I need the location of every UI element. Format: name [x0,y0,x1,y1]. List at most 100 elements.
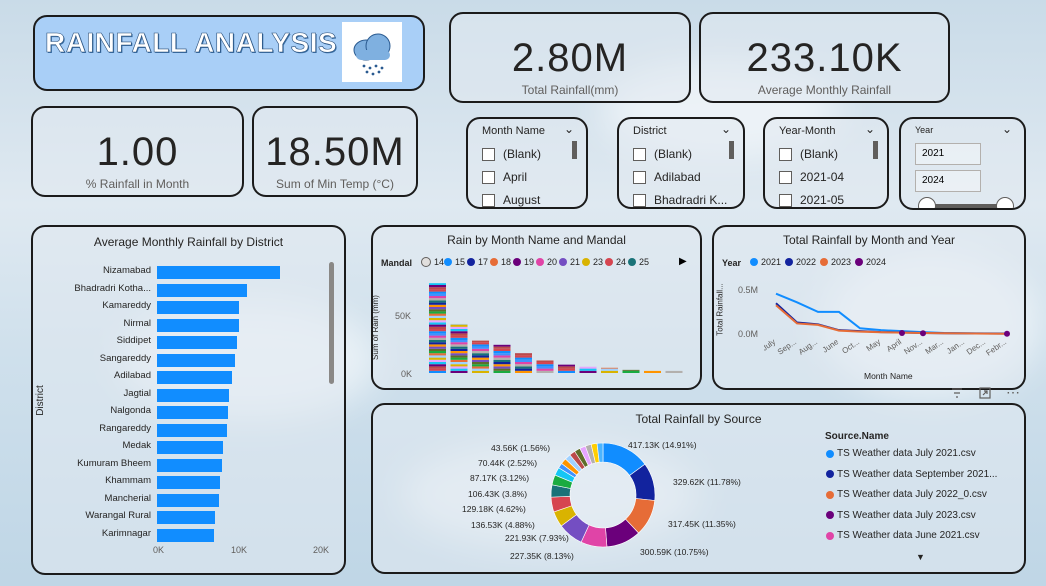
legend-item[interactable]: 15 [444,257,465,267]
stacked-bar[interactable] [558,364,575,373]
bar[interactable] [157,371,233,384]
bar[interactable] [157,476,221,489]
bar[interactable] [157,388,230,402]
legend-item[interactable]: TS Weather data July 2023.csv [826,510,976,521]
range-handle-left[interactable] [918,197,936,208]
slicer-option[interactable]: (Blank) [482,147,541,161]
range-handle-right[interactable] [996,197,1014,208]
bar[interactable] [157,406,228,419]
legend-item[interactable]: TS Weather data July 2021.csv [826,448,976,459]
checkbox[interactable] [482,193,495,207]
stacked-bar[interactable] [450,323,468,373]
slicer-month-name[interactable]: Month Name ⌄ (Blank) April August [466,117,588,209]
slicer-option[interactable]: 2021-04 [779,170,844,184]
chart-title: Total Rainfall by Month and Year [782,233,956,247]
chevron-down-icon[interactable]: ⌄ [563,122,574,136]
chart-title: Total Rainfall by Source [635,412,762,426]
slicer-year-month[interactable]: Year-Month ⌄ (Blank) 2021-04 2021-05 [763,117,889,209]
legend-item[interactable]: 20 [536,257,557,267]
legend-item[interactable]: 14 [421,257,444,267]
scrollbar[interactable] [572,141,577,159]
slicer-year[interactable]: Year ⌄ 2021 2024 [899,117,1026,210]
focus-mode-icon[interactable] [978,386,992,400]
series-point[interactable] [1004,330,1010,337]
slicer-option[interactable]: 2021-05 [779,193,844,207]
scrollbar[interactable] [729,141,734,159]
legend-item[interactable]: 19 [513,257,534,267]
year-range-track[interactable] [927,204,1005,208]
series-line[interactable] [775,292,1008,335]
bar[interactable] [157,353,235,367]
x-tick: Dec... [965,337,987,356]
checkbox[interactable] [633,170,646,184]
legend-item[interactable]: 23 [582,257,603,267]
bar[interactable] [157,528,214,542]
bar[interactable] [157,458,222,472]
stacked-bar[interactable] [515,353,532,373]
legend-item[interactable]: 2023 [820,257,851,267]
chevron-down-icon[interactable]: ⌄ [1001,122,1012,136]
chevron-down-icon[interactable]: ⌄ [864,122,875,136]
scrollbar[interactable] [329,262,334,384]
bar[interactable] [157,318,239,332]
legend-item[interactable]: 2022 [785,257,816,267]
category-label: Kumuram Bheem [77,457,151,469]
stacked-bar[interactable] [472,340,489,373]
bar[interactable] [157,283,248,297]
series-point[interactable] [899,330,905,337]
slicer-option[interactable]: (Blank) [633,147,692,161]
legend-item[interactable]: TS Weather data September 2021... [826,469,997,480]
donut-slice[interactable] [596,442,604,463]
legend-item[interactable]: TS Weather data July 2022_0.csv [826,489,987,500]
checkbox[interactable] [779,147,792,161]
series-line[interactable] [775,304,1008,335]
checkbox[interactable] [482,147,495,161]
checkbox[interactable] [633,147,646,161]
legend-item[interactable]: 21 [559,257,580,267]
chevron-down-icon[interactable]: ⌄ [720,122,731,136]
legend-item[interactable]: 25 [628,257,649,267]
legend-item[interactable]: 17 [467,257,488,267]
slicer-option[interactable]: Bhadradri K... [633,193,727,207]
checkbox[interactable] [779,193,792,207]
stacked-bar[interactable] [601,367,618,373]
bar[interactable] [157,336,237,349]
slicer-option[interactable]: Adilabad [633,170,701,184]
legend-item[interactable]: 24 [605,257,626,267]
legend-item[interactable]: 18 [490,257,511,267]
checkbox[interactable] [482,170,495,184]
stacked-bar[interactable] [644,370,661,373]
checkbox[interactable] [633,193,646,207]
legend-item[interactable]: 2024 [855,257,886,267]
legend-item[interactable]: 2021 [750,257,781,267]
stacked-bar[interactable] [536,360,554,373]
stacked-bar[interactable] [493,344,511,373]
checkbox[interactable] [779,170,792,184]
stacked-bar[interactable] [665,370,683,373]
stacked-bar[interactable] [622,369,640,373]
bar[interactable] [157,493,219,507]
slicer-option[interactable]: (Blank) [779,147,838,161]
slicer-district[interactable]: District ⌄ (Blank) Adilabad Bhadradri K.… [617,117,745,209]
kpi-pct-rainfall: 1.00 % Rainfall in Month [31,106,244,197]
scrollbar[interactable] [873,141,878,159]
more-options-icon[interactable]: ⋯ [1006,384,1020,400]
bar[interactable] [157,301,239,314]
stacked-bar[interactable] [579,366,597,373]
year-from-input[interactable]: 2021 [915,143,981,165]
legend-dot [582,258,590,266]
slicer-option[interactable]: August [482,193,540,207]
bar[interactable] [157,511,216,524]
stacked-bar[interactable] [429,283,446,373]
year-to-input[interactable]: 2024 [915,170,981,192]
bar[interactable] [157,266,280,279]
slicer-option[interactable]: April [482,170,527,184]
x-tick: May [865,337,883,353]
filter-icon[interactable] [950,386,964,400]
chevron-right-icon[interactable]: ▶ [679,256,687,267]
bar[interactable] [157,423,227,437]
series-point[interactable] [920,330,926,337]
bar[interactable] [157,441,223,454]
legend-item[interactable]: TS Weather data June 2021.csv [826,530,980,541]
legend-scroll-down-icon[interactable]: ▼ [916,552,925,562]
